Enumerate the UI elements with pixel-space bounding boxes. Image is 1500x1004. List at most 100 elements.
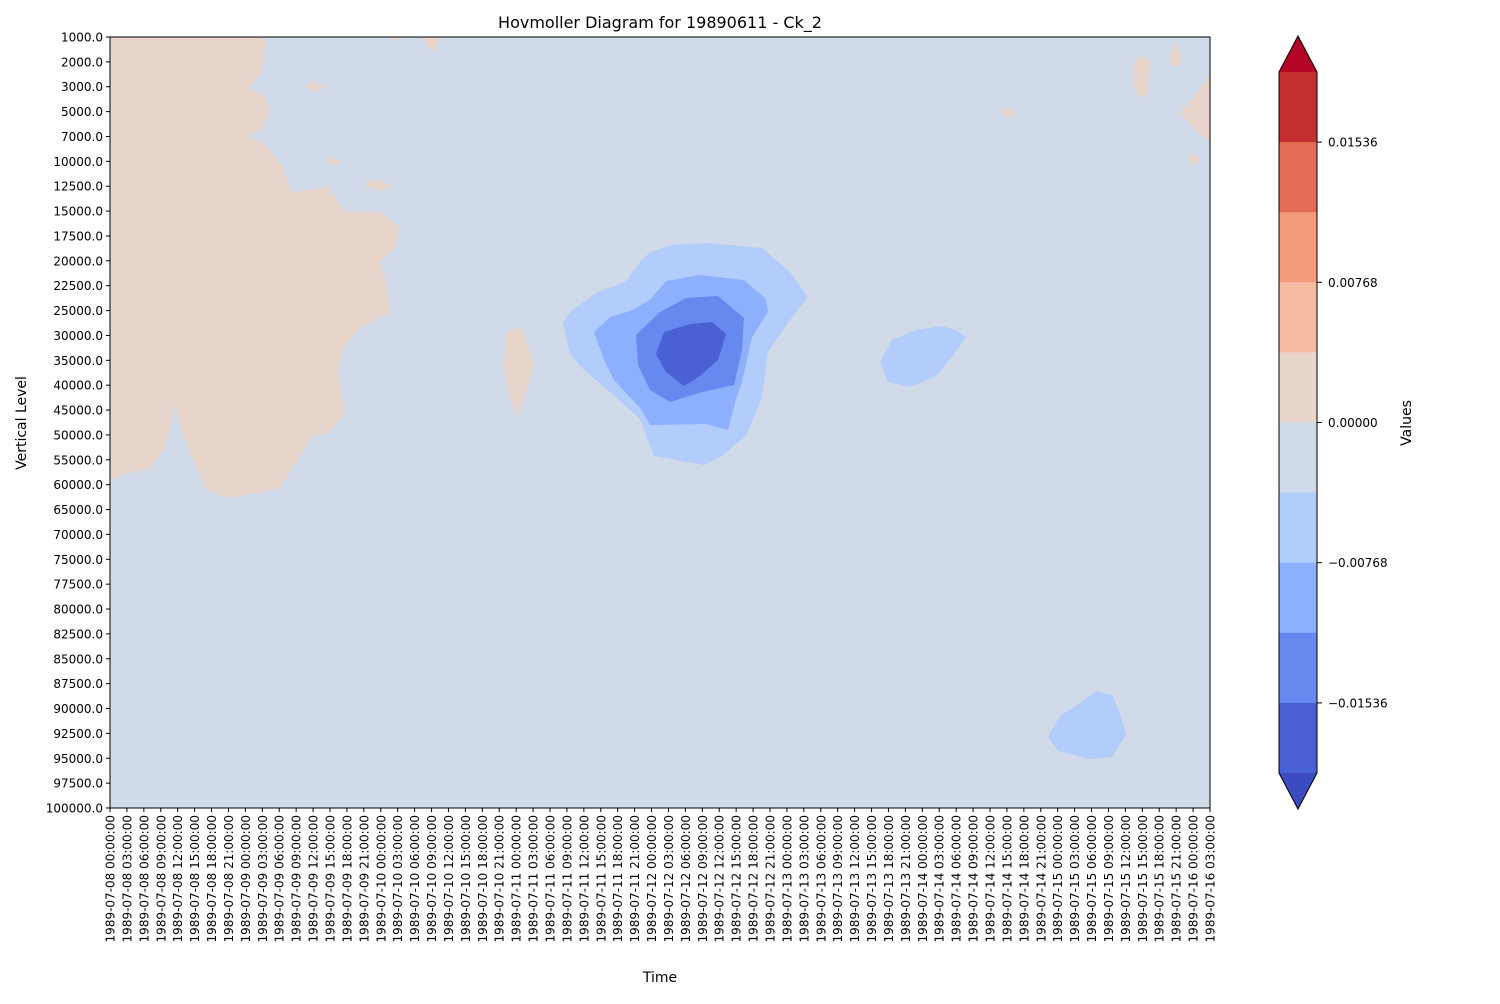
x-tick-label: 1989-07-11 18:00:00 [611,815,625,942]
y-tick-label: 92500.0 [53,727,103,741]
colorbar-frame [1278,34,1318,811]
positive-speck [392,37,402,42]
y-tick-label: 15000.0 [53,205,103,219]
x-tick-label: 1989-07-10 03:00:00 [391,815,405,942]
y-tick-label: 97500.0 [53,777,103,791]
y-tick-label: 5000.0 [61,105,103,119]
y-tick-label: 12500.0 [53,180,103,194]
colorbar-segment [1279,212,1317,283]
y-tick-label: 35000.0 [53,354,103,368]
colorbar-segment [1279,492,1317,564]
x-tick-label: 1989-07-13 18:00:00 [882,815,896,942]
x-tick-label: 1989-07-10 00:00:00 [374,815,388,942]
positive-speck [1170,43,1181,66]
positive-speck [326,156,340,166]
x-tick-label: 1989-07-10 18:00:00 [476,815,490,942]
x-tick-label: 1989-07-12 15:00:00 [730,815,744,942]
negative-upper-east [880,326,966,387]
x-tick-label: 1989-07-13 06:00:00 [814,815,828,942]
x-tick-label: 1989-07-08 03:00:00 [120,815,134,942]
x-tick-label: 1989-07-09 03:00:00 [256,815,270,942]
x-tick-label: 1989-07-10 06:00:00 [408,815,422,942]
x-tick-label: 1989-07-08 06:00:00 [137,815,151,942]
x-tick-label: 1989-07-09 09:00:00 [290,815,304,942]
y-tick-label: 25000.0 [53,304,103,318]
positive-speck [210,37,222,44]
x-tick-label: 1989-07-15 21:00:00 [1170,815,1184,942]
colorbar-segment [1279,632,1317,704]
colorbar-segment [1279,72,1317,143]
x-tick-label: 1989-07-08 12:00:00 [171,815,185,942]
y-tick-label: 77500.0 [53,578,103,592]
x-tick-label: 1989-07-12 00:00:00 [645,815,659,942]
y-tick-label: 65000.0 [53,503,103,517]
x-tick-label: 1989-07-13 03:00:00 [797,815,811,942]
x-tick-label: 1989-07-14 18:00:00 [1017,815,1031,942]
x-tick-label: 1989-07-09 00:00:00 [239,815,253,942]
colorbar-tick-label: 0.00000 [1328,416,1378,430]
y-tick-label: 80000.0 [53,603,103,617]
y-axis: 1000.0 2000.0 3000.0 5000.0 7000.0 10000.0 125… [46,31,110,816]
y-tick-label: 90000.0 [53,702,103,716]
positive-speck [422,37,441,53]
x-tick-label: 1989-07-12 12:00:00 [713,815,727,942]
positive-region-east [1180,74,1210,142]
y-tick-label: 50000.0 [53,428,103,442]
x-tick-label: 1989-07-08 18:00:00 [205,815,219,942]
x-tick-label: 1989-07-10 09:00:00 [425,815,439,942]
y-tick-label: 2000.0 [61,55,103,69]
x-tick-label: 1989-07-15 09:00:00 [1102,815,1116,942]
x-tick-label: 1989-07-14 15:00:00 [1000,815,1014,942]
y-tick-label: 17500.0 [53,229,103,243]
x-tick-label: 1989-07-13 12:00:00 [848,815,862,942]
y-tick-label: 3000.0 [61,80,103,94]
colorbar: 0.01536 0.00768 0.00000 −0.00768 −0.01536 [1278,34,1388,811]
x-tick-label: 1989-07-14 12:00:00 [984,815,998,942]
x-tick-label: 1989-07-09 15:00:00 [324,815,338,942]
positive-region-west [110,37,400,498]
colorbar-under-arrow [1279,773,1317,809]
y-tick-label: 60000.0 [53,478,103,492]
colorbar-segment [1279,422,1317,494]
colorbar-tick-label: 0.00768 [1328,276,1378,290]
x-tick-label: 1989-07-11 00:00:00 [510,815,524,942]
colorbar-segment [1279,142,1317,213]
y-tick-label: 85000.0 [53,652,103,666]
x-tick-label: 1989-07-09 18:00:00 [340,815,354,942]
x-tick-label: 1989-07-12 09:00:00 [696,815,710,942]
x-axis-label: Time [642,970,677,986]
x-tick-label: 1989-07-13 09:00:00 [831,815,845,942]
y-tick-label: 95000.0 [53,752,103,766]
x-tick-label: 1989-07-16 03:00:00 [1204,815,1218,942]
x-tick-label: 1989-07-10 15:00:00 [459,815,473,942]
y-tick-label: 1000.0 [61,31,103,45]
x-tick-label: 1989-07-16 00:00:00 [1187,815,1201,942]
x-tick-label: 1989-07-15 00:00:00 [1051,815,1065,942]
x-axis: 1989-07-08 00:00:00 1989-07-08 03:00:00 19… [104,808,1218,942]
y-tick-label: 10000.0 [53,155,103,169]
y-tick-label: 87500.0 [53,677,103,691]
colorbar-tick-label: −0.00768 [1328,556,1388,570]
x-tick-label: 1989-07-14 03:00:00 [933,815,947,942]
positive-speck [304,82,325,92]
y-tick-label: 100000.0 [46,802,103,816]
x-tick-label: 1989-07-09 12:00:00 [307,815,321,942]
x-tick-label: 1989-07-11 06:00:00 [544,815,558,942]
x-tick-label: 1989-07-13 00:00:00 [780,815,794,942]
colorbar-segment [1279,702,1317,774]
y-tick-label: 40000.0 [53,379,103,393]
x-tick-label: 1989-07-11 15:00:00 [594,815,608,942]
colorbar-tick-label: 0.01536 [1328,136,1378,150]
y-tick-label: 82500.0 [53,627,103,641]
x-tick-label: 1989-07-11 21:00:00 [628,815,642,942]
x-tick-label: 1989-07-15 03:00:00 [1068,815,1082,942]
y-tick-label: 70000.0 [53,528,103,542]
colorbar-label: Values [1399,400,1415,446]
y-tick-label: 75000.0 [53,553,103,567]
x-tick-label: 1989-07-15 06:00:00 [1085,815,1099,942]
positive-speck [1134,55,1150,99]
x-tick-label: 1989-07-08 21:00:00 [222,815,236,942]
plot-frame [109,36,1211,809]
